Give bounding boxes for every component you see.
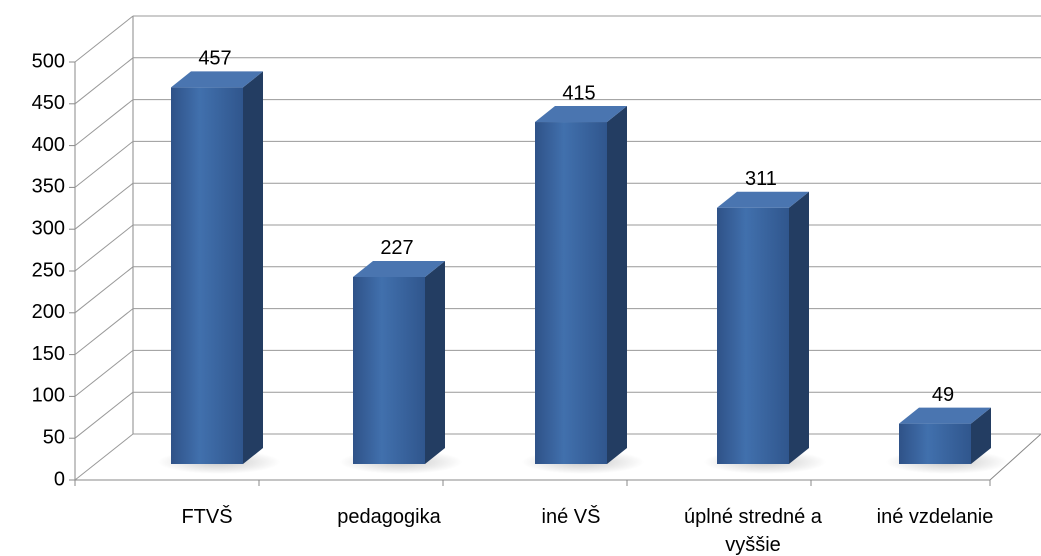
bar-top: [353, 260, 445, 277]
bar-top: [535, 106, 627, 123]
bar-top: [899, 407, 991, 424]
y-tick-label: 50: [43, 426, 65, 448]
floor-right: [989, 433, 1041, 481]
y-tick-label: 250: [32, 259, 65, 281]
grid-line: [74, 57, 134, 105]
value-label: 311: [745, 168, 777, 190]
bar: [171, 87, 243, 464]
bar-side: [789, 191, 809, 464]
grid-line: [74, 391, 134, 439]
y-tick-label: 200: [32, 301, 65, 323]
x-tick-label: iné vzdelanie: [876, 506, 994, 528]
grid-line: [74, 433, 134, 481]
bar: [899, 423, 971, 464]
grid-line: [74, 99, 134, 146]
grid-line: [74, 15, 134, 63]
bar-side: [243, 71, 263, 464]
x-tick-label: pedagogika: [337, 506, 441, 528]
y-tick-label: 300: [32, 217, 65, 239]
y-tick-label: 400: [32, 134, 65, 156]
x-tick-label: FTVŠ: [181, 506, 233, 528]
grid-line: [74, 350, 134, 397]
y-tick-label: 500: [32, 50, 65, 72]
grid-line: [74, 224, 134, 272]
y-tick-label: 100: [32, 385, 65, 407]
x-tick-label: iné VŠ: [541, 506, 601, 528]
bar-top: [171, 71, 263, 88]
bar-side: [971, 407, 991, 464]
bar-side: [607, 106, 627, 464]
y-tick-label: 0: [54, 468, 65, 490]
y-tick-label: 150: [32, 343, 65, 365]
value-label: 227: [380, 237, 413, 259]
grid-line: [74, 141, 134, 188]
grid-line: [74, 266, 134, 314]
y-tick-label: 450: [32, 92, 65, 114]
bar-side: [425, 260, 445, 464]
grid-line: [74, 308, 134, 355]
x-tick-label: úplné stredné a vyššie: [684, 506, 822, 556]
y-tick-label: 350: [32, 176, 65, 198]
bar: [535, 122, 607, 464]
bar: [353, 276, 425, 464]
bar-top: [717, 191, 809, 208]
grid-line: [74, 182, 134, 230]
value-label: 415: [562, 82, 595, 104]
bar: [717, 207, 789, 464]
value-label: 49: [932, 384, 954, 406]
value-label: 457: [198, 48, 231, 70]
